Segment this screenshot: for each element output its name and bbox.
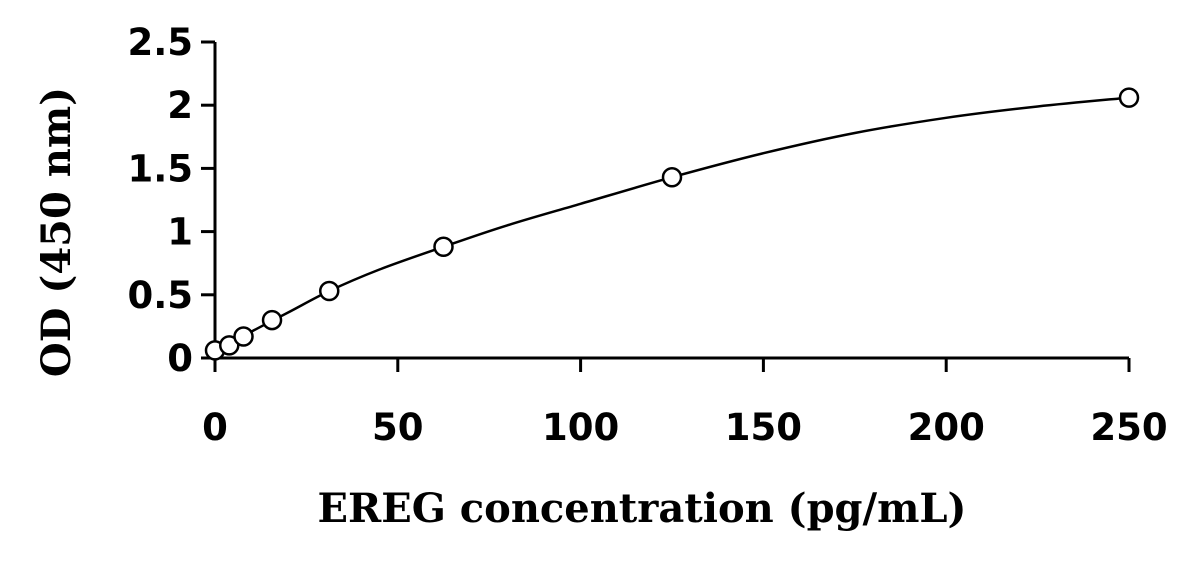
- y-tick-label: 2.5: [127, 21, 193, 64]
- data-point: [219, 335, 240, 356]
- fit-curve: [214, 96, 1130, 352]
- fit-curve-layer: [214, 96, 1130, 352]
- x-tick-label: 250: [1090, 406, 1167, 449]
- y-axis: 0 0.5 1 1.5 2 2.5: [127, 21, 217, 380]
- data-point: [261, 309, 283, 331]
- y-axis-title: OD (450 nm): [33, 87, 80, 377]
- y-tick-label: 1: [167, 211, 193, 254]
- y-tick-label: 0: [167, 337, 193, 380]
- x-tick-label: 100: [542, 406, 619, 449]
- y-tick-label: 1.5: [127, 147, 193, 190]
- x-axis-title: EREG concentration (pg/mL): [318, 485, 967, 532]
- x-tick-label: 200: [908, 406, 985, 449]
- x-tick-label: 50: [372, 406, 424, 449]
- y-tick-label: 0.5: [127, 274, 193, 317]
- data-point: [319, 280, 340, 302]
- data-points-layer: [204, 87, 1140, 361]
- data-point: [233, 326, 254, 347]
- data-point: [661, 166, 683, 188]
- data-point: [1118, 87, 1140, 108]
- x-tick-label: 150: [725, 406, 802, 449]
- x-axis: 0 50 100 150 200 250: [202, 356, 1168, 449]
- y-tick-label: 2: [167, 84, 193, 127]
- data-point: [433, 236, 454, 258]
- x-tick-label: 0: [202, 406, 228, 449]
